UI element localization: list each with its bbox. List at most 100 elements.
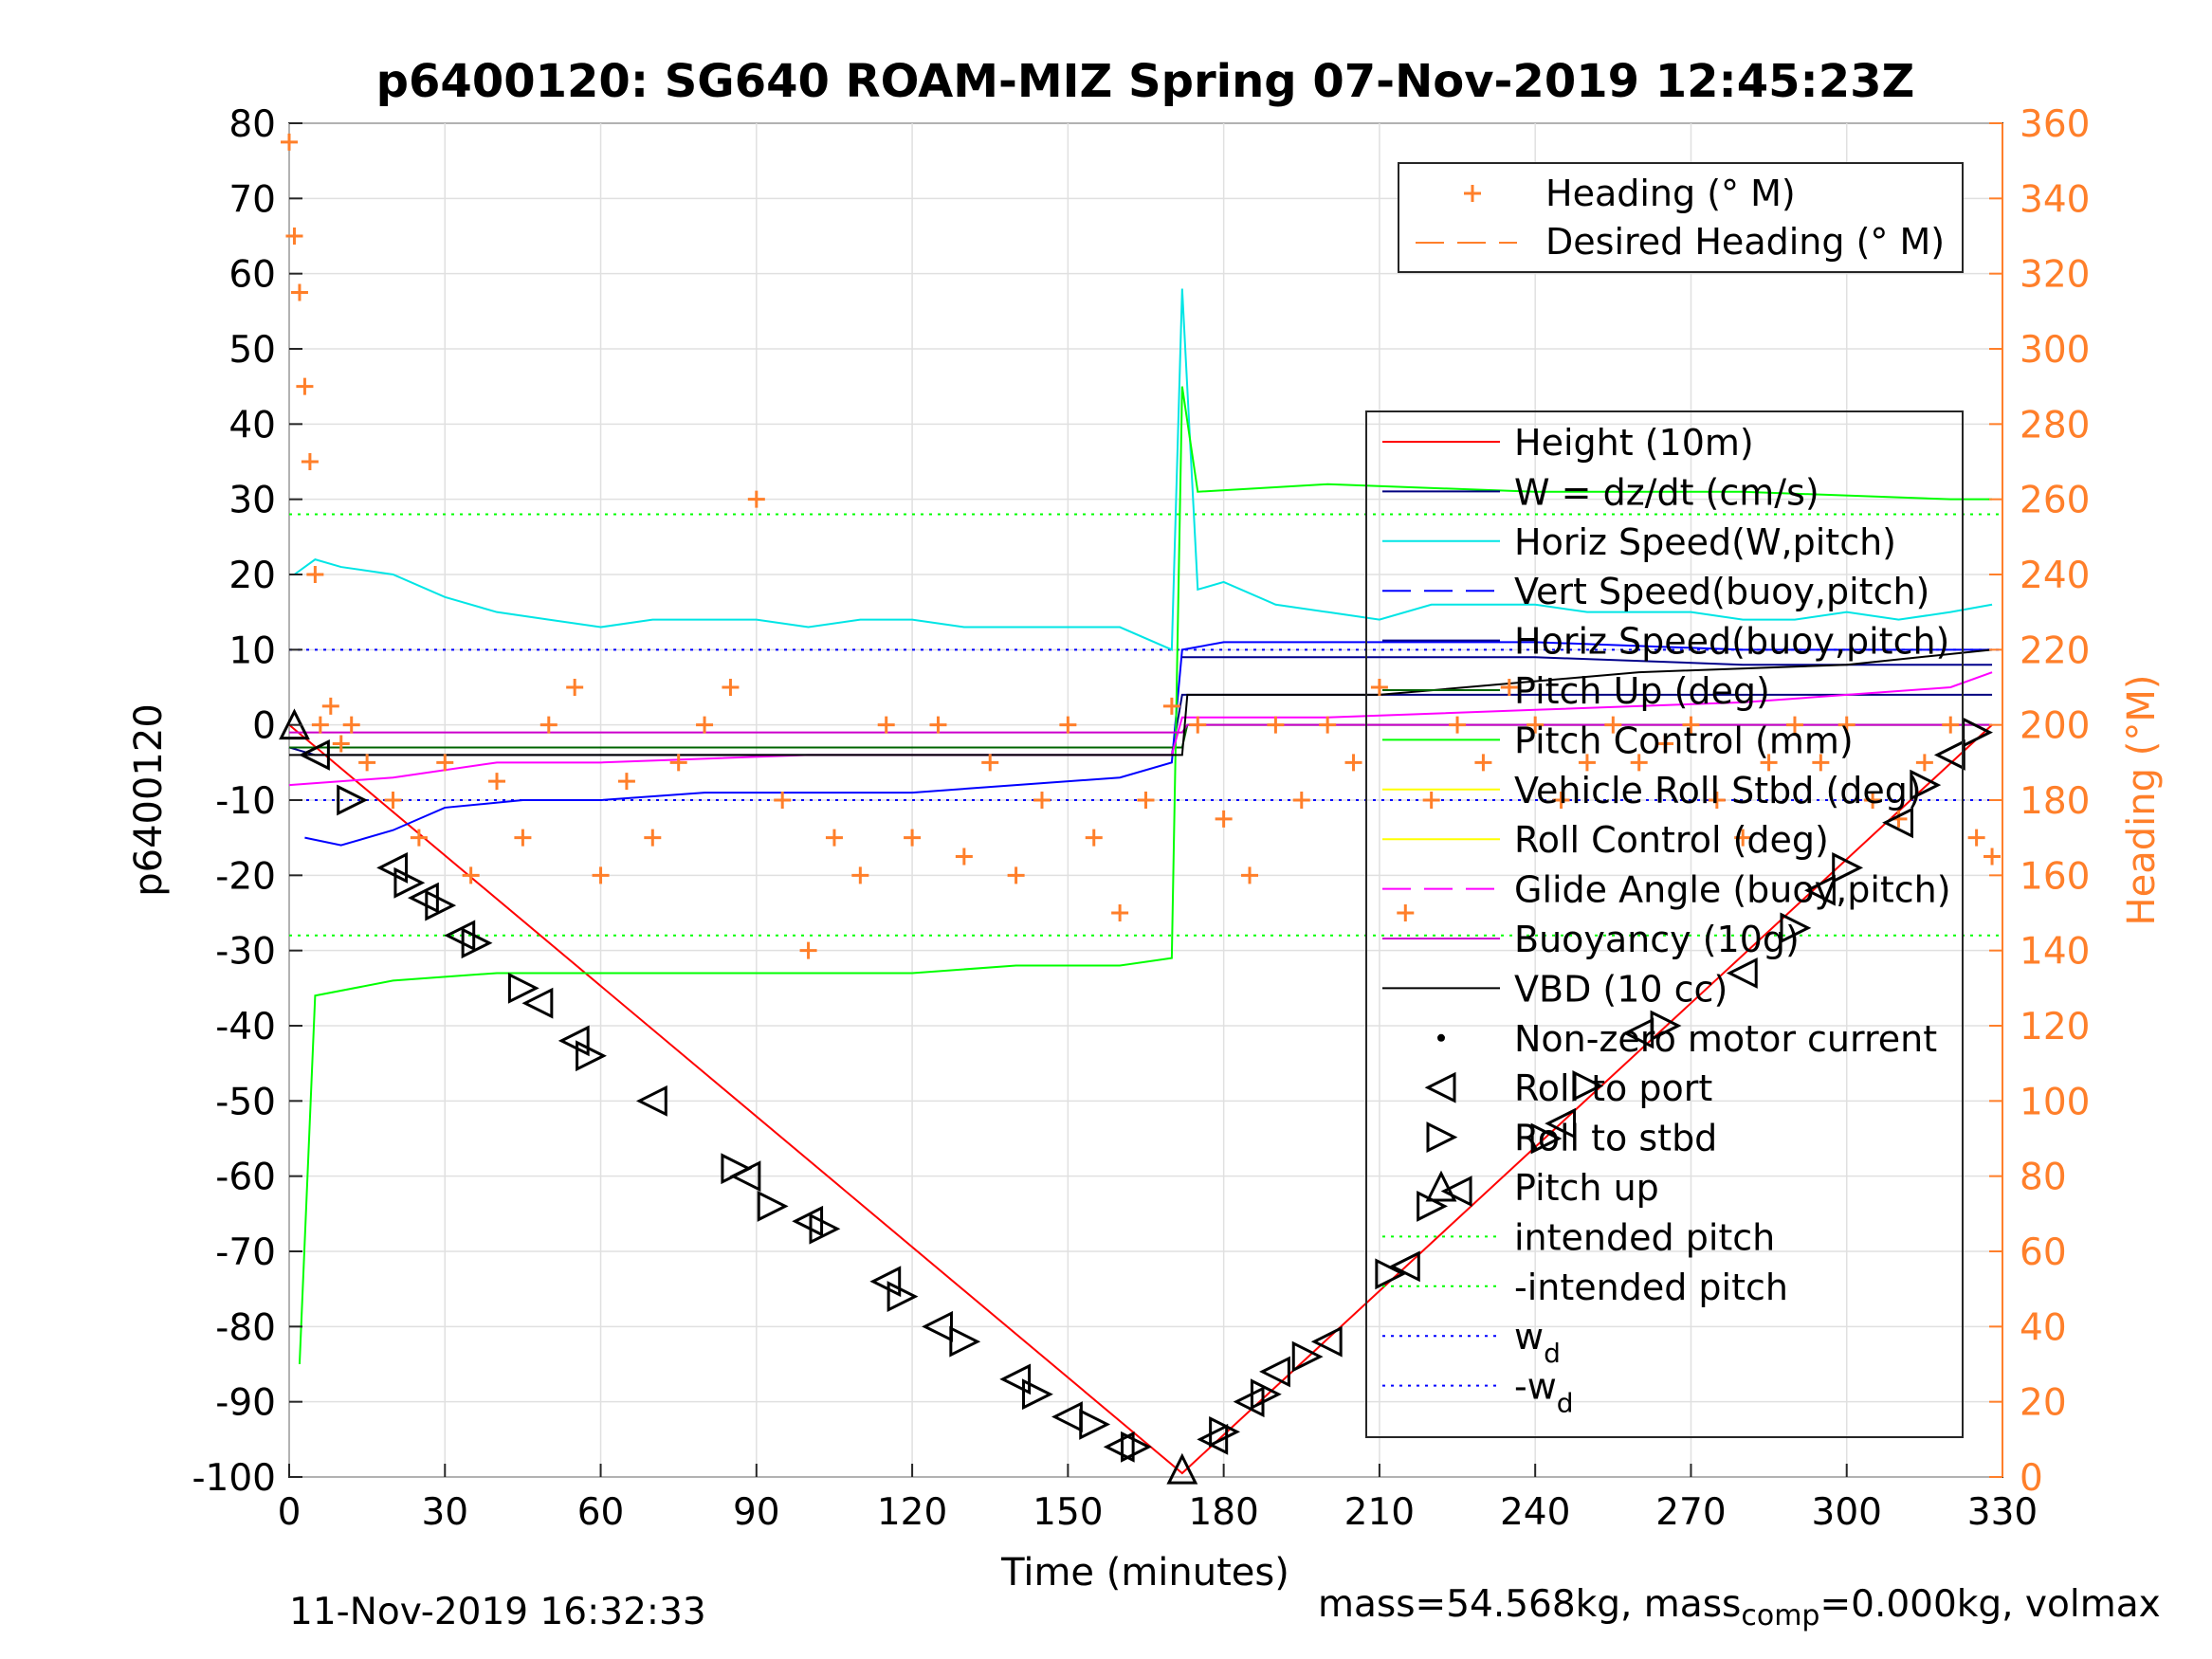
legend-main-box	[1365, 410, 1964, 1438]
heading-point	[1837, 716, 1856, 734]
roll-to-port-marker	[1310, 1325, 1343, 1358]
heading-point	[1734, 829, 1752, 847]
heading-point	[285, 228, 303, 245]
heading-point	[290, 283, 308, 301]
y-tick-label-right: 0	[2020, 1457, 2043, 1500]
heading-point	[358, 754, 376, 772]
legend-label: Non-zero motor current	[1514, 1018, 1937, 1060]
y-tick-label-left: 80	[229, 103, 276, 146]
roll-to-port-marker	[558, 1025, 590, 1057]
heading-point	[1059, 716, 1077, 734]
x-tick-label: 150	[1033, 1491, 1103, 1534]
legend-label: Horiz Speed(buoy,pitch)	[1514, 621, 1949, 663]
legend-heading-label: Heading (° M)	[1545, 173, 1796, 214]
y-tick-label-right: 320	[2020, 254, 2090, 297]
roll-to-stbd-marker	[1375, 1258, 1407, 1290]
heading-point	[904, 829, 922, 847]
legend-label: W = dz/dt (cm/s)	[1514, 471, 1819, 513]
heading-point	[311, 716, 329, 734]
y-axis-label-right: Heading (°M)	[2120, 675, 2164, 926]
roll-to-port-marker	[1197, 1423, 1229, 1455]
y-tick-label-right: 20	[2020, 1382, 2067, 1425]
legend-label-subscript: d	[1557, 1388, 1574, 1419]
x-tick-label: 210	[1344, 1491, 1415, 1534]
x-tick-label: 120	[877, 1491, 947, 1534]
roll-to-port-marker	[1882, 807, 1913, 839]
heading-point	[1760, 754, 1778, 772]
legend-symbol-dot	[1437, 1033, 1445, 1042]
heading-point	[1915, 754, 1933, 772]
legend-label: Vert Speed(buoy,pitch)	[1514, 571, 1929, 612]
y-tick-label-left: -50	[215, 1081, 276, 1123]
heading-point	[281, 133, 298, 151]
y-tick-label-left: -90	[215, 1382, 276, 1425]
roll-to-stbd-marker	[1910, 769, 1942, 801]
y-tick-label-left: 70	[229, 178, 276, 221]
y-tick-label-right: 220	[2020, 629, 2090, 672]
legend-label: Horiz Speed(W,pitch)	[1514, 521, 1896, 563]
x-tick-label: 270	[1655, 1491, 1726, 1534]
y-tick-label-left: 30	[229, 480, 276, 522]
heading-point	[1864, 792, 1882, 809]
legend-symbol-pitch-up	[1425, 1170, 1457, 1202]
heading-point	[306, 566, 324, 583]
roll-to-stbd-marker	[337, 784, 369, 816]
legend-label: Roll to port	[1514, 1067, 1712, 1109]
y-tick-label-left: -30	[215, 931, 276, 974]
roll-to-stbd-marker	[1780, 912, 1812, 944]
roll-to-stbd-marker	[721, 1153, 753, 1185]
pitch-up-marker	[1166, 1452, 1198, 1485]
roll-to-port-marker	[1440, 1176, 1472, 1207]
heading-point	[332, 735, 350, 753]
legend-label: Height (10m)	[1514, 422, 1754, 464]
heading-point	[296, 377, 314, 395]
heading-point	[877, 716, 895, 734]
roll-to-port-marker	[1803, 874, 1836, 906]
heading-point	[301, 453, 319, 470]
roll-pitch-markers	[279, 708, 1993, 1485]
heading-point	[825, 829, 843, 847]
y-tick-label-left: 10	[229, 629, 276, 672]
heading-point	[436, 754, 454, 772]
heading-point	[1604, 716, 1622, 734]
y-tick-label-left: -20	[215, 855, 276, 898]
y-tick-label-right: 300	[2020, 329, 2090, 372]
y-tick-label-right: 240	[2020, 555, 2090, 597]
heading-point	[1007, 866, 1025, 884]
roll-to-stbd-marker	[757, 1190, 789, 1222]
heading-point	[1267, 716, 1285, 734]
legend-heading: Heading (° M) Desired Heading (° M)	[1398, 162, 1964, 273]
legend-label: Glide Angle (buoy,pitch)	[1514, 869, 1951, 911]
legend-label: Buoyancy (10g)	[1514, 919, 1800, 960]
x-tick-label: 240	[1500, 1491, 1570, 1534]
footer-mass-post: =0.000kg, volmax	[1819, 1583, 2161, 1626]
heading-point	[669, 754, 687, 772]
heading-point	[1630, 754, 1648, 772]
y-tick-label-right: 280	[2020, 404, 2090, 447]
y-tick-label-right: 120	[2020, 1006, 2090, 1048]
footer-mass-pre: mass=54.568kg, mass	[1318, 1583, 1742, 1626]
legend-symbol-roll-port	[1424, 1071, 1456, 1103]
footer-mass-sub: comp	[1741, 1598, 1820, 1632]
heading-point	[799, 941, 817, 959]
roll-to-stbd-marker	[1572, 1070, 1604, 1102]
roll-to-stbd-marker	[1022, 1378, 1053, 1411]
series-height-10m	[288, 723, 1993, 1475]
x-axis-label: Time (minutes)	[1000, 1551, 1289, 1595]
y-tick-label-right: 100	[2020, 1081, 2090, 1123]
legend-heading-symbol	[1464, 185, 1481, 202]
series-pitch-control-mm	[298, 386, 1993, 1365]
heading-point	[1552, 792, 1570, 809]
y-tick-label-left: -10	[215, 780, 276, 823]
heading-point	[617, 773, 635, 791]
legend-desired-heading-label: Desired Heading (° M)	[1545, 221, 1945, 263]
y-tick-label-left: 60	[229, 254, 276, 297]
heading-point	[851, 866, 869, 884]
heading-point	[592, 866, 610, 884]
y-tick-label-left: -70	[215, 1231, 276, 1274]
roll-to-port-marker	[1933, 738, 1965, 771]
y-tick-label-left: -40	[215, 1006, 276, 1048]
heading-point	[1578, 754, 1596, 772]
legend-label: Pitch up	[1514, 1167, 1659, 1209]
heading-point	[1785, 716, 1803, 734]
